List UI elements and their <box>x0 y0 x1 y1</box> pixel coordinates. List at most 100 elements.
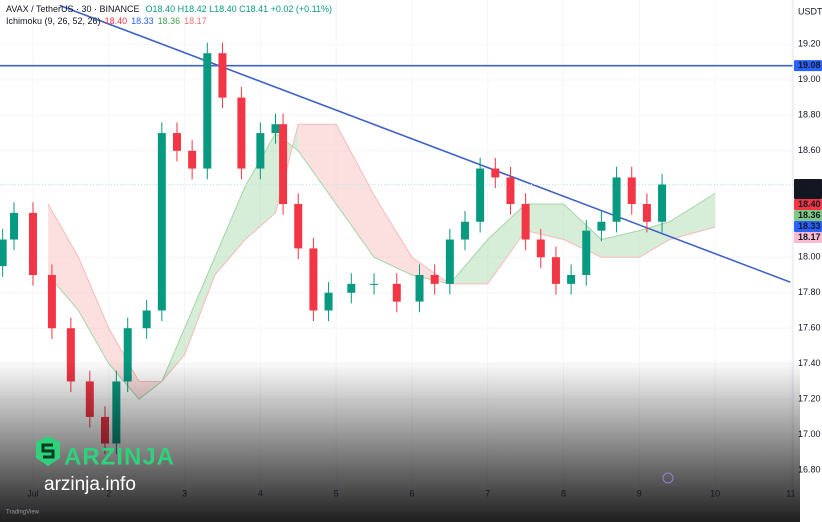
cloud-segment <box>214 186 246 275</box>
candle-body <box>294 204 303 249</box>
x-tick-label: 5 <box>334 488 339 498</box>
candle-body <box>142 310 151 329</box>
candle-body <box>445 239 454 284</box>
platform-logo: TradingView <box>6 510 40 516</box>
candle-body <box>460 221 469 240</box>
candle-body <box>551 257 560 284</box>
candle-body <box>491 168 500 178</box>
indicator-part: 18.17 <box>184 16 207 26</box>
x-tick-label: 6 <box>409 488 414 498</box>
price-label: 18.33 <box>798 221 821 231</box>
header: AVAX / TetherUS · 30 · BINANCE O18.40 H18… <box>6 4 332 14</box>
candle-body <box>521 204 530 240</box>
candle-body <box>218 53 227 98</box>
candle-body <box>430 275 439 284</box>
candle-body <box>627 177 636 205</box>
cloud-segment <box>184 257 215 355</box>
x-tick-label: 10 <box>710 488 720 498</box>
y-tick-label: 18.00 <box>798 252 821 262</box>
candle-body <box>536 239 545 258</box>
price-label: 19.08 <box>798 60 821 70</box>
candle-body <box>47 275 56 329</box>
candle-body <box>597 221 606 231</box>
price-label-box <box>794 60 822 72</box>
indicator: Ichimoku (9, 26, 52, 26) 18.40 18.33 18.36 1… <box>6 16 207 26</box>
header-part: AVAX / TetherUS · 30 · BINANCE <box>6 4 140 14</box>
x-tick-label: 3 <box>182 488 187 498</box>
candle-body <box>157 133 166 311</box>
candle-body <box>476 168 485 222</box>
y-tick-label: 16.80 <box>798 465 821 475</box>
candle-body <box>256 133 265 169</box>
countdown: 28:44 <box>798 188 821 198</box>
price-label-box <box>794 199 822 211</box>
candle-body <box>415 275 424 302</box>
cloud-segment <box>48 204 79 311</box>
cloud-segment <box>336 124 375 258</box>
candle-body <box>271 124 280 134</box>
currency: USDT <box>798 6 822 16</box>
y-tick-label: 17.60 <box>798 323 821 333</box>
cloud-segment <box>374 195 412 275</box>
candle-body <box>123 328 132 382</box>
y-tick-label: 17.80 <box>798 287 821 297</box>
candle-body <box>642 204 651 222</box>
price-label-box <box>794 221 822 233</box>
indicator-part: 18.36 <box>158 16 181 26</box>
brand-site: arzinja.info <box>44 474 136 495</box>
watermark-shade <box>0 360 800 522</box>
candle-body <box>582 230 591 275</box>
price-label: 18.41 <box>798 179 821 189</box>
y-tick-label: 17.40 <box>798 358 821 368</box>
cloud-segment <box>525 204 564 240</box>
candle-body <box>203 53 212 169</box>
cloud-segment <box>78 257 109 364</box>
candle-body <box>28 212 37 275</box>
y-tick-label: 17.00 <box>798 429 821 439</box>
cloud-segment <box>245 133 276 240</box>
header-part: O18.40 H18.42 L18.40 C18.41 +0.02 (+0.11… <box>146 4 332 14</box>
y-tick-label: 18.60 <box>798 145 821 155</box>
candle-body <box>172 133 181 151</box>
y-tick-label: 18.80 <box>798 110 821 120</box>
candle-body <box>370 283 379 285</box>
candle-body <box>66 328 75 382</box>
candle-body <box>347 283 356 293</box>
x-tick-label: 2 <box>106 488 111 498</box>
candle-body <box>324 292 333 311</box>
price-label: 18.40 <box>798 199 821 209</box>
price-label-box <box>794 210 822 222</box>
brand-name: ARZINJA <box>64 443 175 470</box>
x-tick-label: 11 <box>786 488 795 498</box>
trend-line <box>59 4 791 283</box>
x-tick-label: Jul <box>27 488 39 498</box>
candle-body <box>612 177 621 222</box>
cloud-segment <box>669 193 716 240</box>
y-tick-label: 19.20 <box>798 39 821 49</box>
cloud-segment <box>298 124 337 205</box>
candle-body <box>188 150 197 169</box>
price-label-box <box>794 179 822 200</box>
price-label: 18.17 <box>798 232 821 242</box>
candle-body <box>10 212 19 240</box>
event-icon[interactable] <box>662 472 674 484</box>
candle-body <box>279 124 288 205</box>
x-tick-label: 4 <box>258 488 263 498</box>
x-tick-label: 8 <box>561 488 566 498</box>
cloud-segment <box>487 204 526 284</box>
candle-body <box>658 184 667 222</box>
indicator-part: 18.40 <box>105 16 128 26</box>
candle-body <box>506 177 515 205</box>
x-tick-label: 7 <box>485 488 490 498</box>
brand-logo-mark <box>41 443 55 459</box>
y-tick-label: 19.00 <box>798 74 821 84</box>
candle-body <box>309 248 318 311</box>
candle-body <box>392 283 401 302</box>
indicator-part: 18.33 <box>131 16 154 26</box>
y-tick-label: 17.20 <box>798 394 821 404</box>
indicator-part: Ichimoku (9, 26, 52, 26) <box>6 16 101 26</box>
x-tick-label: 9 <box>637 488 642 498</box>
price-label-box <box>794 232 822 244</box>
